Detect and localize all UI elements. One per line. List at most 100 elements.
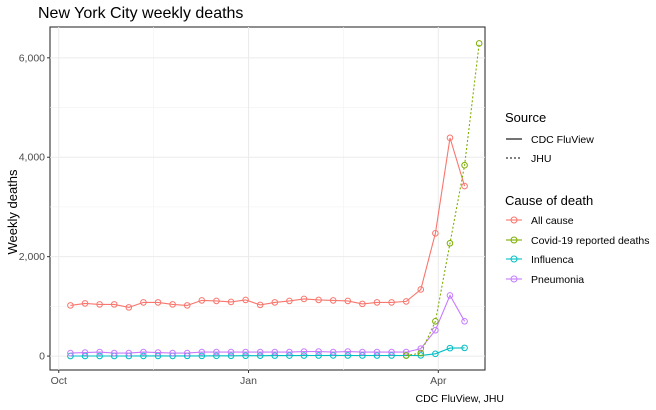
x-tick-label: Oct [51, 375, 67, 387]
legend-label-covid: Covid-19 reported deaths [531, 235, 650, 247]
data-point-influenca [286, 352, 293, 359]
data-point-all-cause [154, 299, 162, 306]
data-point-pneumonia [359, 348, 366, 356]
data-point-influenca [213, 352, 220, 360]
data-point-covid-19-reported-deaths [475, 40, 483, 47]
data-point-covid-19-reported-deaths [432, 317, 439, 325]
series-line-pneumonia [70, 294, 466, 354]
series-line-all-cause [70, 137, 466, 308]
y-tick-label: 0 [39, 351, 45, 363]
data-point-pneumonia [446, 292, 454, 299]
data-point-pneumonia [432, 326, 439, 334]
data-point-all-cause [96, 301, 103, 308]
data-point-pneumonia [110, 349, 118, 357]
data-point-all-cause [373, 299, 381, 306]
data-point-influenca [432, 350, 439, 358]
data-point-all-cause [388, 299, 395, 306]
data-point-all-cause [125, 304, 133, 311]
data-point-pneumonia [256, 348, 264, 356]
data-point-pneumonia [125, 349, 133, 357]
data-point-influenca [300, 352, 308, 359]
data-point-all-cause [315, 296, 322, 304]
data-point-all-cause [110, 301, 118, 308]
data-point-all-cause [402, 298, 410, 305]
data-point-covid-19-reported-deaths [417, 349, 425, 357]
y-axis-title: Weekly deaths [5, 169, 20, 255]
x-tick-label: Jan [240, 375, 257, 387]
data-point-all-cause [271, 299, 279, 306]
data-point-pneumonia [198, 348, 206, 356]
series-line-influenca [70, 347, 465, 357]
data-point-pneumonia [286, 348, 293, 356]
data-point-all-cause [81, 300, 89, 307]
y-tick-label: 4,000 [19, 152, 45, 164]
data-point-pneumonia [140, 348, 147, 356]
data-point-all-cause [286, 297, 293, 305]
y-axis: 0 2,000 4,000 6,000 [19, 52, 50, 363]
x-tick-label: Apr [430, 375, 447, 387]
data-point-all-cause [432, 229, 439, 237]
legend-label-cdc-fluview: CDC FluView [531, 134, 594, 146]
data-point-pneumonia [81, 349, 89, 356]
legend-source-title: Source [505, 110, 546, 125]
plot-panel [49, 26, 486, 371]
data-point-covid-19-reported-deaths [461, 161, 468, 169]
data-point-all-cause [183, 302, 191, 309]
data-point-influenca [359, 352, 366, 359]
data-point-all-cause [300, 295, 308, 303]
data-point-pneumonia [227, 348, 235, 356]
data-point-pneumonia [271, 348, 279, 356]
data-point-pneumonia [67, 349, 74, 357]
data-point-all-cause [242, 296, 249, 304]
y-tick-label: 6,000 [19, 52, 45, 64]
data-point-influenca [388, 352, 395, 359]
data-point-influenca [344, 352, 352, 359]
data-point-all-cause [67, 302, 74, 309]
legend-source: Source CDC FluView JHU [505, 110, 594, 165]
data-point-pneumonia [388, 348, 395, 356]
legend-key-all-cause-point [510, 216, 518, 224]
data-point-influenca [461, 344, 468, 352]
data-point-all-cause [329, 297, 337, 304]
data-point-all-cause [140, 299, 147, 306]
data-point-influenca [446, 344, 454, 352]
data-point-pneumonia [402, 348, 410, 356]
series-pneumonia [67, 292, 468, 357]
data-point-pneumonia [242, 348, 249, 356]
y-tick-label: 2,000 [19, 251, 45, 263]
data-point-all-cause [359, 300, 366, 308]
data-point-all-cause [417, 286, 425, 293]
series-layer [67, 40, 483, 360]
legend-label-jhu: JHU [531, 153, 551, 165]
data-point-influenca [373, 352, 381, 359]
data-point-influenca [140, 352, 147, 360]
data-point-pneumonia [300, 348, 308, 355]
data-point-influenca [96, 352, 103, 360]
legend-key-pneumonia-point [510, 275, 518, 283]
x-axis: Oct Jan Apr [51, 370, 447, 387]
data-point-all-cause [461, 182, 468, 190]
legend-cause-title: Cause of death [505, 193, 593, 208]
data-point-influenca [315, 352, 322, 359]
legend-label-influenca: Influenca [531, 254, 574, 266]
data-point-influenca [227, 352, 235, 360]
legend-key-covid-point [510, 236, 518, 244]
data-point-all-cause [169, 301, 176, 308]
data-point-all-cause [213, 297, 220, 305]
data-point-pneumonia [96, 348, 103, 356]
data-point-pneumonia [417, 345, 425, 352]
data-point-influenca [81, 352, 89, 360]
data-point-pneumonia [373, 348, 381, 356]
data-point-influenca [417, 352, 425, 359]
data-point-covid-19-reported-deaths [402, 352, 410, 359]
data-point-influenca [256, 352, 264, 359]
legend-cause: Cause of death All cause Covid-19 report… [505, 193, 650, 286]
data-point-influenca [198, 352, 206, 360]
legend-label-pneumonia: Pneumonia [531, 274, 584, 286]
data-point-pneumonia [154, 349, 162, 356]
data-point-pneumonia [213, 348, 220, 356]
series-all-cause [67, 134, 468, 311]
data-point-influenca [271, 352, 279, 359]
legend-label-all-cause: All cause [531, 215, 574, 227]
